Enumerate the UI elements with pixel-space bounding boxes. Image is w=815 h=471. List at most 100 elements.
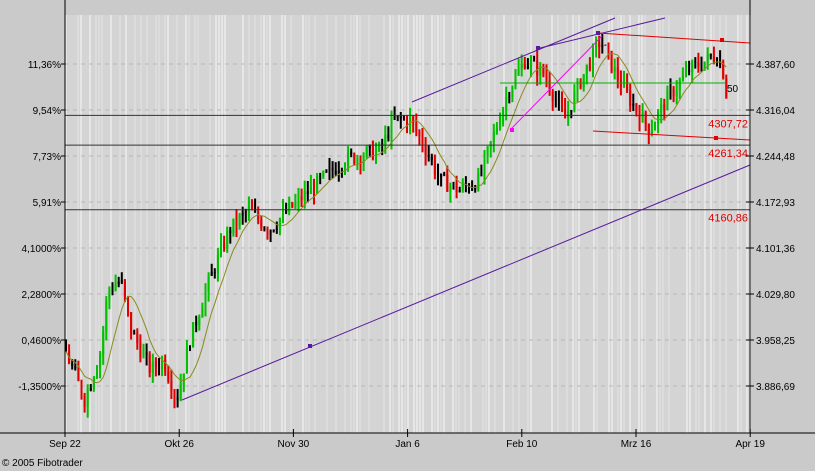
background-stripe xyxy=(266,15,268,433)
level-label: 4160,86 xyxy=(708,213,748,225)
background-stripe xyxy=(518,15,520,433)
background-stripe xyxy=(302,15,304,433)
anchor-point xyxy=(720,38,724,42)
background-stripe xyxy=(623,15,625,433)
background-stripe xyxy=(215,15,217,433)
background-stripe xyxy=(281,15,283,433)
background-stripe xyxy=(155,15,157,433)
background-stripe xyxy=(662,15,664,433)
background-stripe xyxy=(503,15,505,433)
background-stripe xyxy=(689,15,691,433)
background-stripe xyxy=(452,15,454,433)
background-stripe xyxy=(416,15,418,433)
background-stripe xyxy=(419,15,421,433)
anchor-point xyxy=(714,136,718,140)
moving-average-line xyxy=(65,53,727,384)
background-stripe xyxy=(470,15,472,433)
background-stripe xyxy=(725,15,727,433)
y-left-tick-label: 11,36% xyxy=(28,60,61,71)
level-label: 4307,72 xyxy=(708,118,748,130)
y-right-tick-label: 4.244,48 xyxy=(756,152,795,163)
background-stripe xyxy=(80,15,82,433)
background-stripe xyxy=(413,15,415,433)
background-stripe xyxy=(389,15,391,433)
background-stripe xyxy=(485,15,487,433)
background-stripe xyxy=(746,15,748,433)
background-stripe xyxy=(530,15,532,433)
y-right-tick-label: 4.029,80 xyxy=(756,290,795,301)
background-stripe xyxy=(494,15,496,433)
background-stripe xyxy=(392,15,394,433)
background-stripe xyxy=(221,15,223,433)
level-label: 4261,34 xyxy=(708,148,748,160)
background-stripe xyxy=(488,15,490,433)
trendline-upper xyxy=(411,17,616,103)
background-stripe xyxy=(284,15,286,433)
anchor-point xyxy=(596,31,600,35)
background-stripe xyxy=(353,15,355,433)
background-stripe xyxy=(344,15,346,433)
background-stripe xyxy=(350,15,352,433)
background-stripe xyxy=(719,15,721,433)
background-stripe xyxy=(125,15,127,433)
background-stripe xyxy=(218,15,220,433)
background-stripe xyxy=(695,15,697,433)
y-left-tick-label: 2,2800% xyxy=(22,290,62,301)
background-stripe xyxy=(359,15,361,433)
background-stripe xyxy=(65,15,67,433)
background-stripe xyxy=(527,15,529,433)
background-stripe xyxy=(356,15,358,433)
background-stripe xyxy=(455,15,457,433)
background-stripe xyxy=(629,15,631,433)
background-stripe xyxy=(617,15,619,433)
x-tick-label: Jan 6 xyxy=(395,439,420,450)
x-tick-label: Apr 19 xyxy=(735,439,765,450)
y-right-tick-label: 3.958,25 xyxy=(756,336,795,347)
background-stripe xyxy=(140,15,142,433)
background-stripe xyxy=(551,15,553,433)
y-left-tick-label: -1,3500% xyxy=(18,382,61,393)
y-left-tick-label: 7,73% xyxy=(33,152,61,163)
anchor-point xyxy=(536,46,540,50)
background-stripe xyxy=(437,15,439,433)
background-stripe xyxy=(248,15,250,433)
background-stripe xyxy=(575,15,577,433)
background-stripe xyxy=(620,15,622,433)
background-stripe xyxy=(98,15,100,433)
background-stripe xyxy=(578,15,580,433)
background-stripe xyxy=(668,15,670,433)
background-stripe xyxy=(458,15,460,433)
background-stripe xyxy=(134,15,136,433)
background-stripe xyxy=(740,15,742,433)
background-stripe xyxy=(638,15,640,433)
background-stripe xyxy=(224,15,226,433)
background-stripe xyxy=(326,15,328,433)
background-stripe xyxy=(698,15,700,433)
background-stripe xyxy=(89,15,91,433)
background-stripe xyxy=(335,15,337,433)
y-right-tick-label: 4.172,93 xyxy=(756,198,795,209)
marker-label: 50 xyxy=(727,84,739,95)
background-stripe xyxy=(305,15,307,433)
anchor-point xyxy=(308,344,312,348)
background-stripe xyxy=(314,15,316,433)
background-stripe xyxy=(641,15,643,433)
y-right-tick-label: 4.101,36 xyxy=(756,244,795,255)
background-stripe xyxy=(713,15,715,433)
y-right-tick-label: 3.886,69 xyxy=(756,382,795,393)
y-left-tick-label: 5,91% xyxy=(33,198,61,209)
background-stripe xyxy=(422,15,424,433)
background-stripe xyxy=(77,15,79,433)
background-stripe xyxy=(110,15,112,433)
background-stripe xyxy=(308,15,310,433)
background-stripe xyxy=(656,15,658,433)
background-stripe xyxy=(158,15,160,433)
background-stripe xyxy=(557,15,559,433)
background-stripe xyxy=(185,15,187,433)
background-stripe xyxy=(431,15,433,433)
background-stripe xyxy=(101,15,103,433)
background-stripe xyxy=(176,15,178,433)
channel-upper xyxy=(597,32,751,44)
background-stripe xyxy=(593,15,595,433)
